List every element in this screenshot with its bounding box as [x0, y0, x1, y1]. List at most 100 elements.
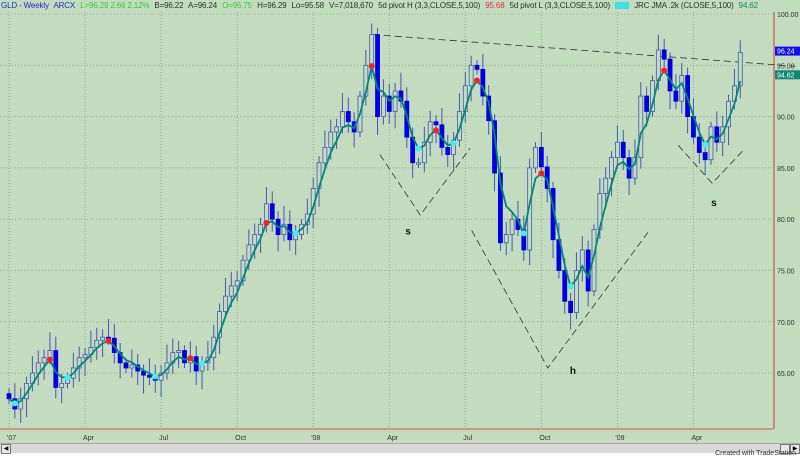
candle	[737, 40, 743, 99]
pivot-low-marker	[11, 400, 18, 407]
candle-body	[386, 95, 392, 112]
x-tick-label: Apr	[387, 435, 399, 442]
candle-body	[158, 372, 164, 381]
candle-body	[533, 146, 538, 169]
pivot-low-marker	[152, 373, 159, 380]
candle	[76, 346, 82, 382]
scroll-thumb[interactable]	[780, 444, 790, 454]
candle-body	[82, 354, 88, 359]
candle-body	[100, 336, 105, 341]
pivot-high-marker	[661, 67, 668, 74]
candle-body	[76, 357, 82, 369]
volume: V=7,018,670	[329, 1, 373, 10]
jma-label: JRC JMA .2k (CLOSE,5,100)	[634, 1, 734, 10]
candle-body	[737, 52, 743, 87]
x-tick-label: Jul	[159, 435, 168, 442]
candle-body	[240, 259, 246, 282]
pivot-high-marker	[263, 219, 270, 226]
candle-body	[579, 249, 585, 271]
candle	[527, 158, 533, 266]
pivot-high-marker	[46, 356, 53, 363]
candle-body	[620, 141, 626, 159]
candle	[380, 79, 386, 125]
pivot-low-marker	[415, 145, 422, 152]
candle	[392, 82, 398, 129]
pivot-low-marker	[520, 230, 527, 237]
candle	[281, 206, 287, 242]
pivot-low-marker	[199, 360, 206, 367]
jma-value-label: 94.62	[777, 72, 795, 79]
candle	[644, 86, 650, 127]
pattern-line-right-shoulder	[677, 145, 744, 184]
candle	[568, 293, 573, 330]
candle	[59, 373, 65, 403]
candle	[579, 236, 585, 282]
candle	[497, 156, 503, 251]
x-tick-label: Oct	[539, 435, 550, 442]
pivot-high-marker	[105, 338, 112, 345]
y-tick-label: 100.00	[777, 12, 799, 19]
credit-text: Created with TradeStation	[715, 450, 796, 457]
candle-body	[234, 280, 240, 287]
candle-body	[41, 357, 47, 364]
candle	[158, 365, 164, 398]
chart-header: GLD - Weekly ARCX L=96.29 2.66 2.12% B=9…	[0, 0, 800, 12]
candle-body	[228, 285, 234, 297]
candle-body	[416, 162, 421, 165]
candle-body	[574, 270, 579, 313]
pattern-line-left-shoulder	[379, 148, 471, 216]
y-tick-label: 95.00	[777, 63, 795, 70]
candle-body	[538, 146, 544, 168]
x-tick-label: Jul	[463, 435, 472, 442]
candle	[620, 129, 626, 171]
candle-body	[615, 141, 620, 159]
pivot-high-marker	[474, 77, 480, 84]
candle-body	[667, 58, 673, 92]
candle-body	[176, 350, 182, 353]
candle	[673, 74, 679, 110]
candle	[217, 303, 223, 355]
candle	[445, 134, 451, 168]
candle-body	[252, 234, 258, 246]
candle-body	[562, 270, 568, 302]
scroll-left-button[interactable]: ◀	[1, 444, 11, 454]
candle	[574, 252, 579, 320]
candle	[638, 82, 644, 169]
pivot-high-marker	[368, 63, 375, 70]
candle	[129, 349, 135, 378]
horizontal-scrollbar[interactable]: ◀ ▶	[0, 443, 800, 454]
x-tick-label: Oct	[235, 435, 246, 442]
candle	[603, 167, 609, 208]
candle	[416, 157, 421, 168]
candle-body	[6, 393, 12, 400]
candle-body	[474, 64, 480, 70]
last-price: L=96.29 2.66 2.12%	[80, 1, 150, 10]
plot-background	[0, 12, 800, 443]
candle-body	[445, 146, 451, 155]
candle-body	[609, 157, 614, 179]
candle-body	[702, 152, 708, 161]
candle	[41, 349, 47, 380]
candle-body	[258, 223, 263, 235]
candle-body	[246, 244, 252, 261]
candle	[258, 217, 263, 253]
pivot-low-marker	[450, 140, 457, 147]
candle	[474, 60, 480, 75]
candle	[533, 142, 538, 174]
candle-body	[708, 126, 714, 161]
pivot-low-marker	[567, 283, 574, 290]
candle-body	[334, 126, 340, 133]
pattern-line-head	[471, 230, 649, 369]
candle-body	[480, 69, 486, 97]
pivot-low-marker	[64, 374, 71, 381]
x-tick-label: Apr	[83, 435, 95, 442]
candle-body	[568, 300, 573, 313]
candle	[18, 387, 24, 423]
candle	[615, 125, 620, 166]
y-tick-label: 85.00	[777, 166, 795, 173]
candle-body	[375, 34, 380, 118]
candle-body	[603, 177, 609, 194]
pattern-label: h	[570, 366, 576, 377]
candle	[427, 110, 433, 157]
pivot-high-value: 95.68	[485, 1, 505, 10]
